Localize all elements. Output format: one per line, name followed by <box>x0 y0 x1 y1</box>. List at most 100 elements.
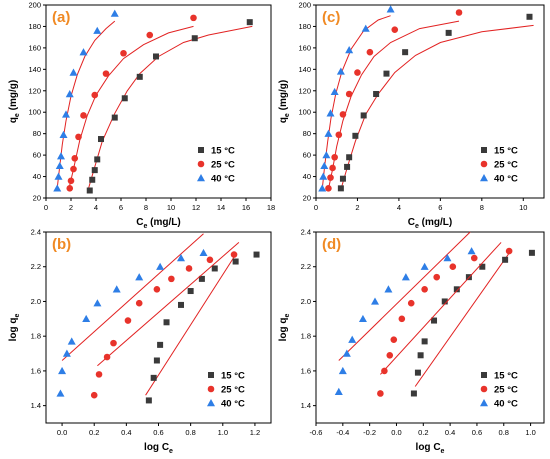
data-point <box>329 164 336 172</box>
data-point <box>57 152 65 160</box>
x-tick-label: 18 <box>267 203 275 212</box>
data-point <box>58 366 67 375</box>
data-point <box>121 95 128 102</box>
legend-marker <box>208 372 214 378</box>
data-point <box>331 153 338 161</box>
y-axis-label: qe (mg/g) <box>8 80 21 123</box>
data-point <box>528 249 535 256</box>
data-point <box>177 254 185 262</box>
data-point <box>414 369 421 376</box>
data-point <box>232 258 239 265</box>
data-point <box>383 70 390 77</box>
panel-label: (b) <box>52 236 71 253</box>
y-tick-label: 200 <box>298 1 311 10</box>
legend-label: 15 °C <box>494 371 518 382</box>
panel-d: -0.6 -0.4 -0.2 0.0 0.2 0.4 0.6 0.8 1.0 1.4 1.6 1.8 2… <box>278 228 545 455</box>
x-axis-label: log Ce <box>416 442 445 454</box>
data-point <box>150 374 157 381</box>
y-tick-label: 1.4 <box>31 401 41 410</box>
x-tick-label: 1.0 <box>218 428 228 437</box>
y-tick-label: 2.4 <box>301 228 311 237</box>
data-point <box>346 154 353 161</box>
data-point <box>146 31 154 39</box>
data-point <box>320 161 329 170</box>
legend-label: 40 °C <box>494 174 518 185</box>
legend-marker <box>480 160 488 168</box>
data-point <box>67 337 76 345</box>
x-tick-label: 8 <box>144 203 148 212</box>
data-point <box>345 46 354 54</box>
plot-frame <box>315 231 545 424</box>
data-point <box>360 112 367 119</box>
x-tick-label: -0.6 <box>310 428 323 437</box>
y-tick-label: 2.4 <box>31 228 41 237</box>
x-tick-label: 0.4 <box>121 428 131 437</box>
x-tick-label: 10 <box>167 203 175 212</box>
data-point <box>103 353 111 361</box>
x-tick-label: 0.8 <box>499 428 509 437</box>
data-point <box>89 176 96 183</box>
data-point <box>69 68 78 76</box>
x-tick-label: 4 <box>397 203 401 212</box>
data-point <box>86 187 93 194</box>
data-point <box>327 174 334 181</box>
data-point <box>407 299 415 307</box>
data-point <box>470 254 478 262</box>
x-tick-label: 8 <box>480 203 484 212</box>
data-point <box>377 390 384 397</box>
data-point <box>153 357 160 364</box>
data-point <box>230 251 238 258</box>
y-tick-label: 2.0 <box>301 297 311 306</box>
data-point <box>136 73 143 80</box>
data-point <box>168 275 175 283</box>
data-point <box>318 184 327 192</box>
data-point <box>322 151 331 159</box>
data-point <box>110 9 119 17</box>
y-tick-label: 60 <box>303 151 311 160</box>
y-axis-label: qe (mg/g) <box>278 80 291 123</box>
data-point <box>185 265 193 272</box>
legend-label: 40 °C <box>494 399 518 410</box>
data-point <box>156 262 165 270</box>
data-point <box>449 263 457 271</box>
y-tick-label: 1.6 <box>31 366 41 375</box>
fit-line <box>414 249 513 387</box>
y-tick-label: 200 <box>28 1 41 10</box>
x-tick-label: 1.0 <box>525 428 535 437</box>
y-axis-label: log qe <box>278 314 291 342</box>
data-point <box>325 185 332 192</box>
panel-c: 0 2 4 6 8 10 20 40 60 80 100 120 140 160 180 200 Ce (mg/… <box>278 1 545 230</box>
fit-line <box>321 15 391 190</box>
data-point <box>391 26 399 33</box>
data-point <box>95 371 103 378</box>
panel-b: 0.0 0.2 0.4 0.6 0.8 1.0 1.2 1.4 1.6 1.8 2.0 2.2 2.4 l… <box>8 228 272 455</box>
x-tick-label: 4 <box>94 203 98 212</box>
data-point <box>526 13 533 20</box>
legend-label: 25 °C <box>211 160 235 171</box>
x-tick-label: 0.4 <box>445 428 455 437</box>
fit-line <box>145 254 237 396</box>
panel-label: (d) <box>322 236 341 253</box>
data-point <box>401 273 410 281</box>
data-point <box>373 90 380 97</box>
x-tick-label: 0.0 <box>57 428 67 437</box>
y-tick-label: 100 <box>298 108 311 117</box>
y-tick-label: 1.8 <box>301 332 311 341</box>
data-point <box>410 390 417 397</box>
x-tick-label: 6 <box>119 203 123 212</box>
fit-line <box>68 25 194 191</box>
data-point <box>79 48 88 56</box>
data-point <box>153 53 159 60</box>
data-point <box>53 184 62 192</box>
legend-marker <box>481 147 487 153</box>
y-tick-label: 140 <box>28 65 41 74</box>
legend-marker <box>480 399 488 407</box>
x-tick-label: 0.2 <box>418 428 428 437</box>
legend-marker <box>481 372 487 378</box>
data-point <box>386 5 395 13</box>
x-tick-label: 0.6 <box>472 428 482 437</box>
y-tick-label: 80 <box>33 129 41 138</box>
data-point <box>198 275 205 282</box>
x-tick-label: -0.4 <box>336 428 349 437</box>
